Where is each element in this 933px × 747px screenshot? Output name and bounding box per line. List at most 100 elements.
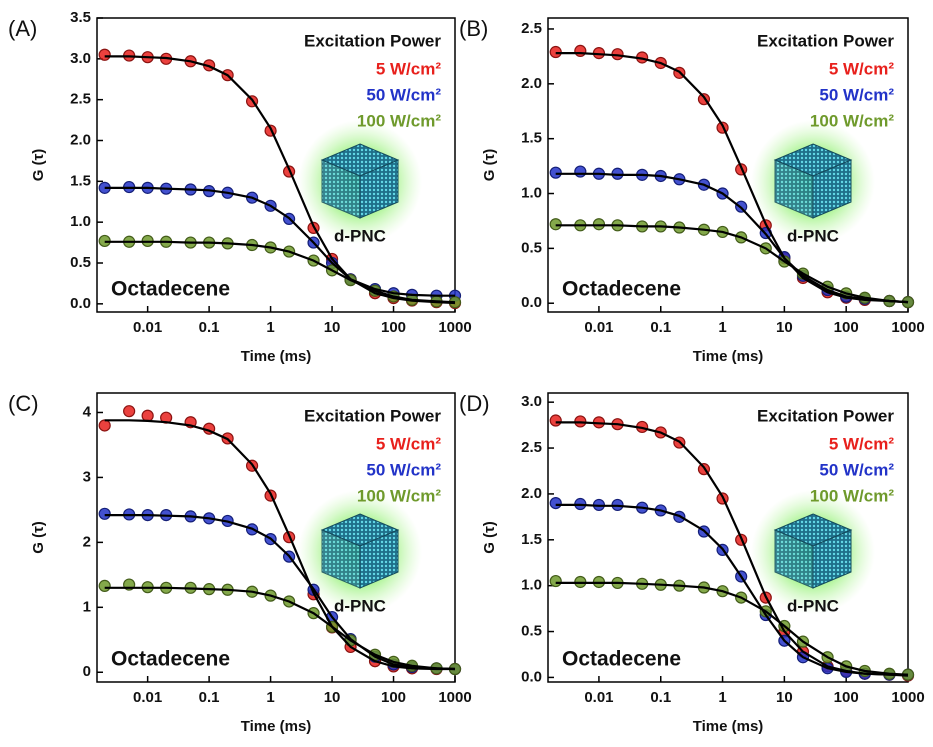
fit-line xyxy=(104,240,456,304)
plot-frame xyxy=(96,17,456,313)
data-point xyxy=(549,414,562,427)
x-tick-label: 100 xyxy=(834,319,859,336)
x-tick-label: 1 xyxy=(266,689,274,706)
cube-right xyxy=(359,529,399,589)
y-tick-label: 0.0 xyxy=(521,294,542,311)
panel-label: (B) xyxy=(459,16,488,41)
x-axis-label: Time (ms) xyxy=(241,348,312,365)
cube-right xyxy=(359,159,399,219)
y-tick-label: 3 xyxy=(83,468,91,485)
legend-title: Excitation Power xyxy=(304,31,441,50)
annotation: d-PNC xyxy=(787,596,839,615)
legend-entry: 100 W/cm² xyxy=(810,111,894,130)
x-tick-label: 1000 xyxy=(438,689,471,706)
x-tick-label: 1000 xyxy=(891,689,924,706)
panel-label: (A) xyxy=(8,16,37,41)
y-tick-label: 2 xyxy=(83,533,91,550)
panel-label: (D) xyxy=(459,391,490,416)
legend-entry: 50 W/cm² xyxy=(819,85,894,104)
fit-line xyxy=(104,186,455,297)
x-tick-label: 0.1 xyxy=(199,689,220,706)
x-tick-label: 0.01 xyxy=(584,689,613,706)
x-tick-label: 0.1 xyxy=(650,689,671,706)
data-point xyxy=(98,579,111,592)
fit-line xyxy=(104,55,456,305)
x-axis-label: Time (ms) xyxy=(241,718,312,735)
data-point xyxy=(98,419,111,432)
x-axis-label: Time (ms) xyxy=(693,718,764,735)
fit-line xyxy=(555,581,909,676)
annotation: d-PNC xyxy=(787,226,839,245)
y-tick-label: 2.0 xyxy=(521,75,542,92)
data-point xyxy=(141,409,154,422)
y-tick-label: 0.5 xyxy=(521,623,542,640)
cube-right xyxy=(812,159,852,219)
x-axis-label: Time (ms) xyxy=(693,348,764,365)
legend-entry: 50 W/cm² xyxy=(366,85,441,104)
annotation: Octadecene xyxy=(562,278,681,301)
data-point xyxy=(98,507,111,520)
fit-line xyxy=(555,224,909,304)
data-point xyxy=(574,165,587,178)
legend-entry: 100 W/cm² xyxy=(357,111,441,130)
x-tick-label: 0.1 xyxy=(650,319,671,336)
x-tick-label: 100 xyxy=(381,319,406,336)
fit-line xyxy=(555,172,909,304)
y-axis-label: G (τ) xyxy=(30,149,47,182)
y-tick-label: 2.5 xyxy=(521,439,542,456)
x-tick-label: 0.1 xyxy=(199,319,220,336)
annotation: d-PNC xyxy=(334,596,386,615)
cube-right xyxy=(812,529,852,589)
legend-title: Excitation Power xyxy=(757,406,894,425)
y-tick-label: 3.5 xyxy=(70,9,91,26)
plot-frame xyxy=(547,392,909,683)
x-tick-label: 1 xyxy=(266,319,274,336)
y-tick-label: 1.5 xyxy=(70,172,91,189)
x-tick-label: 10 xyxy=(776,689,793,706)
annotation: Octadecene xyxy=(111,278,230,301)
y-tick-label: 0.0 xyxy=(70,295,91,312)
legend-title: Excitation Power xyxy=(757,31,894,50)
data-point xyxy=(123,405,136,418)
plot-frame xyxy=(547,17,909,313)
x-tick-label: 1 xyxy=(718,319,726,336)
legend-entry: 5 W/cm² xyxy=(376,434,442,453)
legend-entry: 100 W/cm² xyxy=(357,486,441,505)
x-tick-label: 100 xyxy=(834,689,859,706)
fit-line xyxy=(555,503,908,676)
x-tick-label: 100 xyxy=(381,689,406,706)
y-axis-label: G (τ) xyxy=(481,521,498,554)
x-tick-label: 10 xyxy=(776,319,793,336)
legend-entry: 50 W/cm² xyxy=(366,460,441,479)
legend-entry: 5 W/cm² xyxy=(376,59,442,78)
legend-entry: 100 W/cm² xyxy=(810,486,894,505)
x-tick-label: 0.01 xyxy=(584,319,613,336)
plot-frame xyxy=(96,392,456,683)
fit-line xyxy=(104,514,456,671)
data-point xyxy=(549,574,562,588)
y-axis-label: G (τ) xyxy=(481,149,498,182)
y-tick-label: 3.0 xyxy=(70,50,91,67)
y-tick-label: 1.0 xyxy=(521,577,542,594)
x-tick-label: 10 xyxy=(324,319,341,336)
x-tick-label: 0.01 xyxy=(133,319,162,336)
y-tick-label: 4 xyxy=(83,403,92,420)
panel: 0.0 0.5 1.0 1.5 2.0 2.5 3.0 0.01 0.1 1 10 100 1000 Ti… xyxy=(459,391,925,735)
panel: 0.0 0.5 1.0 1.5 2.0 2.5 3.0 3.5 0.01 0.1 1 10 100 100… xyxy=(8,9,472,365)
y-tick-label: 0.5 xyxy=(70,254,91,271)
y-tick-label: 3.0 xyxy=(521,393,542,410)
y-tick-label: 1 xyxy=(83,598,91,615)
legend-entry: 5 W/cm² xyxy=(829,434,895,453)
legend-entry: 5 W/cm² xyxy=(829,59,895,78)
fit-line xyxy=(104,419,455,671)
y-tick-label: 2.0 xyxy=(521,485,542,502)
y-tick-label: 1.0 xyxy=(521,184,542,201)
x-tick-label: 0.01 xyxy=(133,689,162,706)
y-tick-label: 0.5 xyxy=(521,239,542,256)
y-tick-label: 2.5 xyxy=(70,91,91,108)
x-tick-label: 10 xyxy=(324,689,341,706)
legend-title: Excitation Power xyxy=(304,406,441,425)
annotation: Octadecene xyxy=(562,648,681,671)
